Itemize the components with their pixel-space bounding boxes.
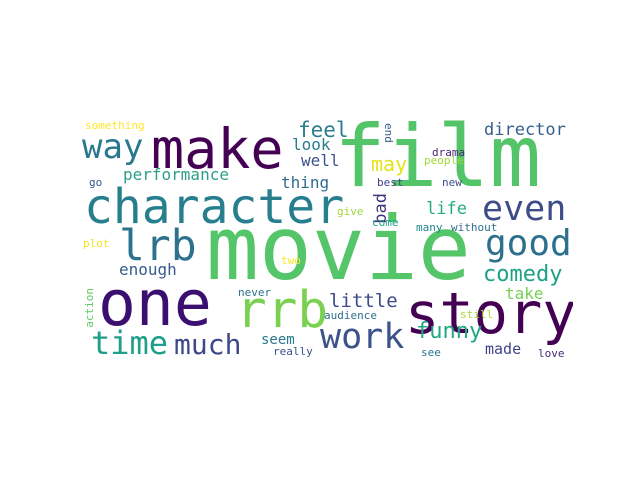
word-end: end <box>382 123 395 143</box>
word-character: character <box>84 179 345 235</box>
word-new: new <box>442 176 462 189</box>
word-two: two <box>281 254 301 267</box>
word-enough: enough <box>119 260 177 279</box>
word-audience: audience <box>324 309 377 322</box>
word-drama: drama <box>432 146 466 159</box>
word-love: love <box>538 347 565 360</box>
word-really: really <box>273 345 313 358</box>
word-look: look <box>292 135 331 154</box>
word-without: without <box>451 221 498 234</box>
word-comedy: comedy <box>483 262 563 287</box>
word-time: time <box>91 324 169 362</box>
word-see: see <box>421 346 441 359</box>
word-seem: seem <box>261 332 295 348</box>
word-much: much <box>174 328 242 361</box>
word-something: something <box>85 120 145 132</box>
word-life: life <box>426 199 467 219</box>
word-lrb: lrb <box>119 221 197 271</box>
word-come: come <box>372 216 399 229</box>
word-rrb: rrb <box>236 281 329 340</box>
word-film: film <box>334 120 542 207</box>
word-go: go <box>89 176 103 189</box>
word-little: little <box>329 290 398 312</box>
word-take: take <box>505 284 544 303</box>
word-action: action <box>83 288 96 328</box>
word-even: even <box>482 189 567 229</box>
word-way: way <box>82 127 144 167</box>
word-good: good <box>485 223 572 264</box>
word-plot: plot <box>83 237 110 250</box>
word-cloud: film movie character make one story rrb … <box>80 120 573 365</box>
word-made: made <box>485 340 522 358</box>
word-may: may <box>371 152 408 176</box>
word-well: well <box>301 151 340 170</box>
word-director: director <box>484 120 566 140</box>
word-thing: thing <box>281 173 330 192</box>
word-work: work <box>320 317 405 357</box>
word-one: one <box>98 267 212 340</box>
word-people: people <box>424 154 464 167</box>
word-performance: performance <box>123 165 229 184</box>
word-best: best <box>377 176 404 189</box>
word-movie: movie <box>206 197 471 300</box>
word-story: story <box>405 281 573 347</box>
word-give: give <box>337 205 364 218</box>
word-many: many <box>416 221 443 234</box>
word-feel: feel <box>298 120 349 142</box>
word-funny: funny <box>416 319 483 344</box>
word-never: never <box>238 286 272 299</box>
word-make: make <box>151 120 284 181</box>
word-still: still <box>460 308 494 321</box>
